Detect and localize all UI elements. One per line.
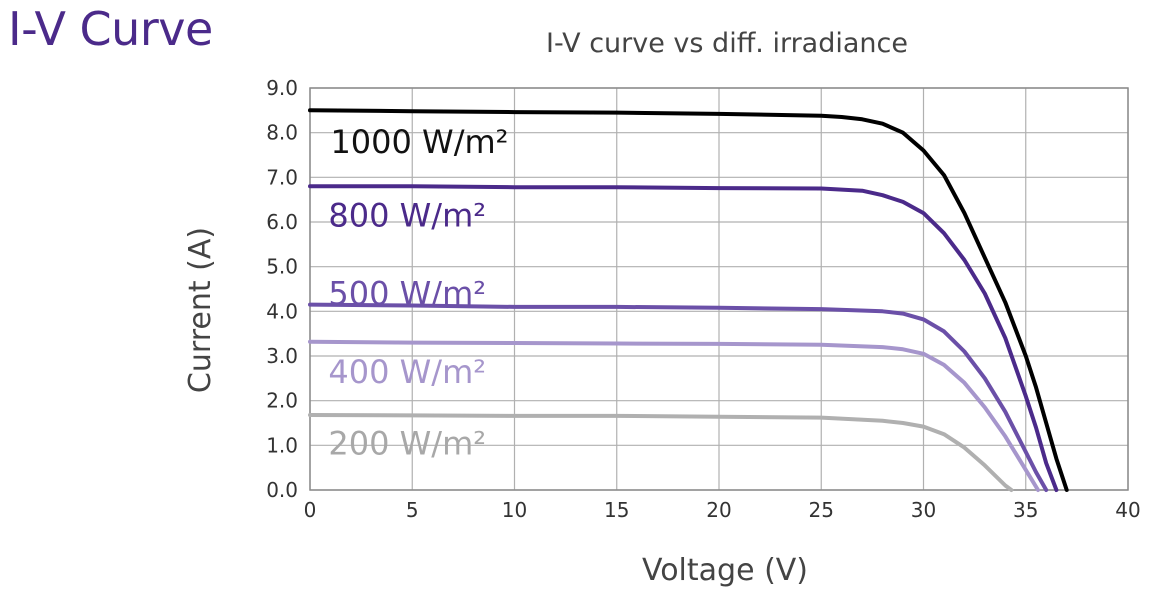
y-axis-title: Current (A) [183,227,218,393]
series-line [308,184,1059,492]
x-tick-label: 20 [706,498,731,522]
plot-frame [309,87,1129,491]
x-tick-label: 25 [809,498,834,522]
page-heading: I-V Curve [8,2,213,56]
x-tick-label: 15 [604,498,629,522]
grid [309,87,1129,491]
series-label: 800 W/m² [328,196,486,234]
x-tick-label: 5 [406,498,419,522]
y-tick-label: 5.0 [266,255,298,279]
series-lines [308,108,1069,492]
y-tick-label: 2.0 [266,389,298,413]
series-label: 1000 W/m² [330,123,508,161]
y-tick-label: 3.0 [266,344,298,368]
x-tick-label: 30 [911,498,936,522]
y-tick-label: 8.0 [266,121,298,145]
x-tick-label: 10 [502,498,527,522]
series-label: 500 W/m² [328,275,486,313]
series-line [308,413,1014,492]
series-line [308,339,1040,492]
tick-labels: 0.0 1.0 2.0 3.0 4.0 5.0 6.0 7.0 8.0 9.0 0 5 10 15 20 25… [266,76,1141,522]
series-label: 400 W/m² [328,353,486,391]
series-line [308,108,1069,492]
y-tick-label: 7.0 [266,165,298,189]
y-tick-label: 4.0 [266,299,298,323]
x-tick-label: 35 [1013,498,1038,522]
chart-title: I-V curve vs diff. irradiance [546,28,908,59]
series-labels: 1000 W/m² 800 W/m² 500 W/m² 400 W/m² 200 W/m… [328,123,508,463]
series-line [308,302,1049,492]
y-tick-label: 6.0 [266,210,298,234]
y-tick-label: 9.0 [266,76,298,100]
series-label: 200 W/m² [328,424,486,462]
y-tick-label: 0.0 [266,478,298,502]
x-tick-label: 40 [1115,498,1140,522]
x-axis-title: Voltage (V) [642,553,808,588]
x-tick-label: 0 [304,498,317,522]
y-tick-label: 1.0 [266,433,298,457]
